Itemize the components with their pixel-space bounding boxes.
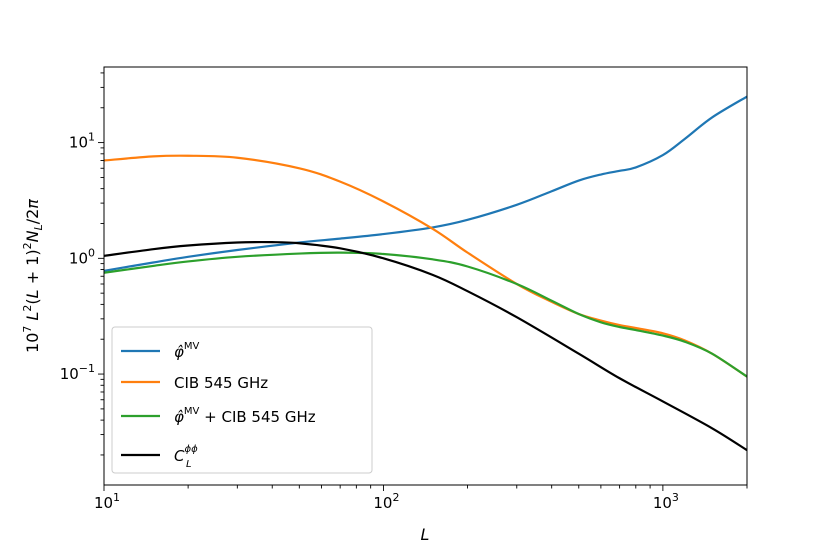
ticks-layer: 101 102 103 10−1 100 101 — [60, 72, 748, 512]
x-tick-label: 103 — [653, 491, 679, 512]
x-tick-label: 101 — [94, 491, 120, 512]
legend-label-cib: CIB 545 GHz — [174, 374, 268, 392]
series-line-c-l-phiphi — [104, 240, 747, 452]
legend-rest-phi-mv-plus-cib: + CIB 545 GHz — [199, 408, 315, 426]
legend-label-phi-mv: φ̂ — [174, 343, 184, 361]
series-line-phi-mv-plus-cib — [104, 251, 747, 378]
x-axis-label: L — [421, 525, 430, 544]
series-layer — [104, 95, 747, 452]
legend-sup-phi-mv: MV — [184, 341, 200, 352]
legend-entry-phi-mv-plus-cib: φ̂MV + CIB 545 GHz — [121, 406, 316, 426]
y-tick-label: 10−1 — [60, 362, 95, 383]
legend-entry-c-l-phiphi: Cϕϕ L — [121, 444, 198, 470]
y-tick-label: 101 — [69, 131, 95, 152]
x-tick-label: 102 — [373, 491, 399, 512]
legend-sub-c-l-phiphi: L — [186, 459, 192, 470]
legend-frame — [111, 326, 373, 474]
legend: φ̂MV CIB 545 GHz φ̂MV + CIB 545 GHz Cϕϕ L — [111, 326, 373, 474]
y-axis-label: 107 L2(L + 1)2NL/2π — [21, 199, 45, 353]
svg-text:φ̂MV + CIB 545 GHz: φ̂MV + CIB 545 GHz — [174, 406, 316, 426]
legend-label-phi-mv-plus-cib: φ̂ — [174, 408, 184, 426]
legend-sup-phi-mv-plus-cib: MV — [184, 406, 200, 417]
legend-label-c-l-phiphi: C — [174, 447, 185, 465]
legend-entry-phi-mv: φ̂MV — [121, 341, 200, 361]
legend-sup-c-l-phiphi: ϕϕ — [184, 444, 198, 455]
legend-entry-cib: CIB 545 GHz — [121, 374, 268, 392]
y-tick-label: 100 — [69, 246, 95, 267]
svg-text:φ̂MV: φ̂MV — [174, 341, 200, 361]
series-line-phi-mv — [104, 95, 747, 272]
